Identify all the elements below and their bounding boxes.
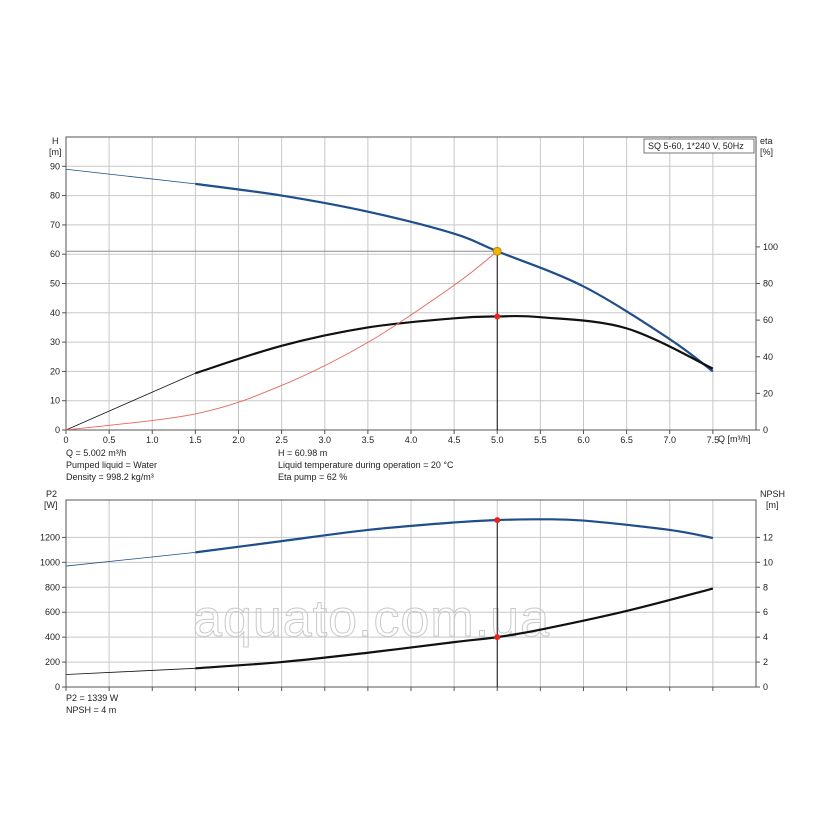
info-temperature: Liquid temperature during operation = 20…	[278, 460, 454, 470]
y-tick-label-left: 400	[45, 632, 60, 642]
x-axis-label-q: Q [m³/h]	[718, 434, 751, 444]
y-tick-label-left: 600	[45, 607, 60, 617]
y-tick-label-right: 10	[763, 557, 773, 567]
y-tick-label-right: 8	[763, 582, 768, 592]
x-tick-label: 6.5	[620, 435, 633, 445]
y-tick-label-right: 100	[763, 242, 778, 252]
x-tick-label: 4.5	[448, 435, 461, 445]
y-axis-unit-h: [m]	[49, 147, 62, 157]
series-line-extension	[65, 372, 196, 431]
y-tick-label-left: 1000	[40, 557, 60, 567]
top-y-ticks-left: 0 10 20 30 40 50 60 70 80 90	[50, 161, 66, 435]
operating-info: Q = 5.002 m³/h Pumped liquid = Water Den…	[66, 448, 454, 482]
y-axis-unit-p2: [W]	[44, 500, 58, 510]
y-tick-label-right: 2	[763, 657, 768, 667]
x-tick-label: 1.5	[189, 435, 202, 445]
y-tick-label-right: 0	[763, 682, 768, 692]
x-tick-label: 5.5	[534, 435, 547, 445]
top-y-ticks-right: 0 20 40 60 80 100	[756, 242, 778, 435]
series-line	[195, 587, 714, 670]
bottom-curves	[65, 517, 714, 687]
y-tick-label-right: 0	[763, 425, 768, 435]
y-tick-label-left: 30	[50, 337, 60, 347]
y-tick-label-left: 50	[50, 279, 60, 289]
info-eta: Eta pump = 62 %	[278, 472, 347, 482]
x-tick-label: 7.5	[707, 435, 720, 445]
operating-point-npsh	[494, 634, 501, 641]
y-tick-label-left: 200	[45, 657, 60, 667]
y-tick-label-left: 20	[50, 366, 60, 376]
chart-title: SQ 5-60, 1*240 V, 50Hz	[648, 141, 744, 151]
y-tick-label-left: 800	[45, 582, 60, 592]
series-line-system-curve	[65, 250, 498, 431]
x-tick-label: 0	[63, 435, 68, 445]
info-liquid: Pumped liquid = Water	[66, 460, 157, 470]
x-tick-label: 3.0	[318, 435, 331, 445]
head-efficiency-chart: 0 0.5 1.0 1.5 2.0 2.5 3.0 3.5 4.0 4.5 5.0 5.5 6.0 6.5…	[49, 136, 778, 445]
chart-title-box: SQ 5-60, 1*240 V, 50Hz	[643, 138, 755, 154]
y-tick-label-left: 1200	[40, 532, 60, 542]
info-density: Density = 998.2 kg/m³	[66, 472, 154, 482]
x-tick-label: 2.0	[232, 435, 245, 445]
series-line	[195, 182, 714, 373]
y-tick-label-left: 0	[55, 425, 60, 435]
x-tick-label: 5.0	[491, 435, 504, 445]
y-tick-label-right: 4	[763, 632, 768, 642]
y-axis-unit-eta: [%]	[760, 147, 773, 157]
y-tick-label-left: 60	[50, 249, 60, 259]
y-axis-label-h: H	[52, 136, 59, 146]
operating-point-p2	[494, 517, 501, 524]
operating-point-eta	[494, 313, 501, 320]
x-tick-label: 4.0	[405, 435, 418, 445]
x-tick-label: 2.5	[275, 435, 288, 445]
y-tick-label-right: 6	[763, 607, 768, 617]
y-axis-label-npsh: NPSH	[760, 489, 785, 499]
info-p2: P2 = 1339 W	[66, 693, 119, 703]
bottom-y-ticks-right: 0 2 4 6 8 10 12	[756, 532, 773, 692]
y-tick-label-left: 0	[55, 682, 60, 692]
y-tick-label-left: 10	[50, 396, 60, 406]
series-line-extension	[65, 667, 196, 675]
y-tick-label-right: 60	[763, 315, 773, 325]
bottom-y-ticks-left: 0 200 400 600 800 1000 1200	[40, 532, 66, 692]
operating-point-head	[492, 246, 502, 256]
y-tick-label-left: 90	[50, 161, 60, 171]
power-npsh-chart: 0 200 400 600 800 1000 1200 0 2 4 6 8 10 12 P2 [W] N…	[40, 489, 785, 715]
x-tick-label: 3.5	[362, 435, 375, 445]
y-axis-unit-npsh: [m]	[766, 500, 779, 510]
info-npsh: NPSH = 4 m	[66, 705, 116, 715]
series-line-extension	[65, 168, 196, 185]
series-line	[195, 518, 714, 554]
x-tick-label: 7.0	[663, 435, 676, 445]
bottom-x-ticks	[65, 687, 714, 691]
y-tick-label-right: 40	[763, 352, 773, 362]
bottom-grid	[66, 499, 756, 687]
y-tick-label-right: 12	[763, 532, 773, 542]
info-q: Q = 5.002 m³/h	[66, 448, 126, 458]
y-tick-label-left: 40	[50, 308, 60, 318]
x-tick-label: 0.5	[103, 435, 116, 445]
x-tick-label: 6.0	[577, 435, 590, 445]
info-h: H = 60.98 m	[278, 448, 327, 458]
y-tick-label-left: 80	[50, 191, 60, 201]
top-x-ticks: 0 0.5 1.0 1.5 2.0 2.5 3.0 3.5 4.0 4.5 5.0 5.5 6.0 6.5…	[63, 430, 719, 445]
top-curves	[65, 168, 714, 431]
x-tick-label: 1.0	[146, 435, 159, 445]
y-tick-label-left: 70	[50, 220, 60, 230]
series-line	[195, 314, 714, 375]
y-tick-label-right: 80	[763, 279, 773, 289]
y-axis-label-p2: P2	[46, 489, 57, 499]
y-tick-label-right: 20	[763, 388, 773, 398]
y-axis-label-eta: eta	[760, 136, 773, 146]
series-line-extension	[65, 551, 196, 567]
